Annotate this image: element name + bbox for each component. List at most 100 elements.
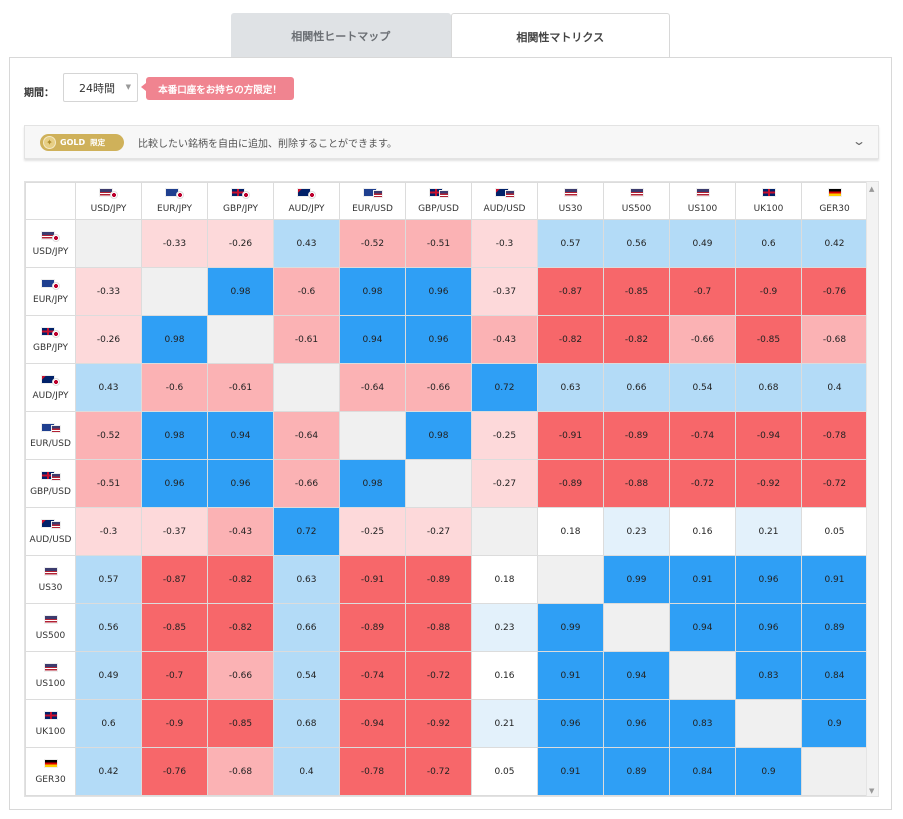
correlation-cell: 0.18 xyxy=(537,507,604,556)
column-header-row: USD/JPY EUR/JPY GBP/JPY AUD/JPY EUR/USD GBP/U… xyxy=(25,182,868,220)
diagonal-cell xyxy=(537,555,604,604)
correlation-cell: 0.63 xyxy=(273,555,340,604)
correlation-cell: -0.88 xyxy=(603,459,670,508)
correlation-cell: 0.91 xyxy=(801,555,868,604)
correlation-cell: -0.91 xyxy=(537,411,604,460)
column-header-label: GBP/USD xyxy=(418,204,459,214)
correlation-cell: -0.7 xyxy=(669,267,736,316)
row-header-label: EUR/JPY xyxy=(33,294,68,305)
column-header-label: AUD/JPY xyxy=(288,204,325,214)
table-row: USD/JPY -0.33 -0.26 0.43 -0.52 -0.51 -0.3 0.57 0… xyxy=(25,219,868,268)
correlation-cell: 0.49 xyxy=(669,219,736,268)
scroll-up-icon[interactable]: ▲ xyxy=(869,185,875,193)
correlation-cell: -0.89 xyxy=(339,603,406,652)
eu-jp-flag-icon xyxy=(40,278,61,290)
de-index-flag-icon xyxy=(825,188,845,199)
correlation-cell: -0.76 xyxy=(801,267,868,316)
live-account-promo-button[interactable]: 本番口座をお持ちの方限定！ xyxy=(146,77,294,100)
row-header-label: AUD/USD xyxy=(29,534,72,545)
us-index-flag-icon xyxy=(41,566,61,578)
period-select[interactable]: 24時間 ▼ xyxy=(63,73,138,102)
correlation-cell: 0.21 xyxy=(735,507,802,556)
scroll-down-icon[interactable]: ▼ xyxy=(869,787,875,795)
vertical-scrollbar[interactable]: ▲ ▼ xyxy=(866,182,878,796)
correlation-cell: -0.85 xyxy=(603,267,670,316)
correlation-cell: -0.91 xyxy=(339,555,406,604)
correlation-cell: 0.91 xyxy=(537,651,604,700)
chevron-down-icon[interactable]: ⌄ xyxy=(851,134,867,148)
diagonal-cell xyxy=(471,507,538,556)
correlation-cell: 0.98 xyxy=(141,411,208,460)
row-header-ger30: GER30 xyxy=(25,747,76,796)
correlation-cell: 0.9 xyxy=(801,699,868,748)
correlation-cell: -0.52 xyxy=(75,411,142,460)
correlation-cell: 0.84 xyxy=(669,747,736,796)
tab-correlation-matrix[interactable]: 相関性マトリクス xyxy=(450,13,670,59)
tab-correlation-heatmap[interactable]: 相関性ヒートマップ xyxy=(231,13,451,58)
correlation-cell: -0.3 xyxy=(471,219,538,268)
eu-us-flag-icon xyxy=(362,188,383,199)
correlation-cell: -0.66 xyxy=(669,315,736,364)
correlation-cell: -0.92 xyxy=(405,699,472,748)
correlation-cell: -0.72 xyxy=(405,747,472,796)
correlation-cell: 0.16 xyxy=(471,651,538,700)
column-header-label: UK100 xyxy=(753,204,784,214)
gold-feature-accordion[interactable]: ✦ GOLD 限定 比較したい銘柄を自由に追加、削除することができます。 ⌄ xyxy=(24,125,879,159)
table-row: EUR/JPY -0.33 0.98 -0.6 0.98 0.96 -0.37 -0.87 -0… xyxy=(25,267,868,316)
au-jp-flag-icon xyxy=(296,188,317,199)
column-header-uk100: UK100 xyxy=(735,182,802,220)
table-row: US500 0.56 -0.85 -0.82 0.66 -0.89 -0.88 0.23 0.9… xyxy=(25,603,868,652)
eu-us-flag-icon xyxy=(40,422,61,434)
tab-bar: 相関性ヒートマップ 相関性マトリクス xyxy=(231,13,670,59)
correlation-cell: 0.96 xyxy=(207,459,274,508)
column-header-label: USD/JPY xyxy=(90,204,127,214)
correlation-cell: 0.6 xyxy=(75,699,142,748)
correlation-cell: 0.42 xyxy=(801,219,868,268)
au-jp-flag-icon xyxy=(40,374,61,386)
gb-jp-flag-icon xyxy=(40,326,61,338)
chevron-down-icon: ▼ xyxy=(125,83,131,91)
correlation-cell: -0.3 xyxy=(75,507,142,556)
correlation-cell: 0.91 xyxy=(537,747,604,796)
correlation-cell: 0.57 xyxy=(75,555,142,604)
correlation-cell: -0.51 xyxy=(75,459,142,508)
row-header-us100: US100 xyxy=(25,651,76,700)
correlation-cell: 0.84 xyxy=(801,651,868,700)
promo-arrow-icon xyxy=(141,83,146,91)
row-header-audusd: AUD/USD xyxy=(25,507,76,556)
us-index-flag-icon xyxy=(693,188,713,199)
correlation-cell: -0.43 xyxy=(207,507,274,556)
column-header-gbpusd: GBP/USD xyxy=(405,182,472,220)
correlation-cell: -0.26 xyxy=(207,219,274,268)
correlation-cell: 0.68 xyxy=(735,363,802,412)
correlation-cell: -0.52 xyxy=(339,219,406,268)
correlation-cell: -0.89 xyxy=(603,411,670,460)
column-header-us30: US30 xyxy=(537,182,604,220)
row-header-uk100: UK100 xyxy=(25,699,76,748)
diagonal-cell xyxy=(207,315,274,364)
diagonal-cell xyxy=(75,219,142,268)
table-row: UK100 0.6 -0.9 -0.85 0.68 -0.94 -0.92 0.21 0.96 0… xyxy=(25,699,868,748)
row-header-audjpy: AUD/JPY xyxy=(25,363,76,412)
row-header-label: UK100 xyxy=(35,726,66,737)
correlation-cell: 0.43 xyxy=(273,219,340,268)
correlation-cell: -0.89 xyxy=(537,459,604,508)
gold-limited-label: 限定 xyxy=(90,137,106,147)
row-header-gbpjpy: GBP/JPY xyxy=(25,315,76,364)
correlation-cell: -0.26 xyxy=(75,315,142,364)
us-index-flag-icon xyxy=(41,614,61,626)
correlation-matrix: USD/JPY EUR/JPY GBP/JPY AUD/JPY EUR/USD GBP/U… xyxy=(24,181,879,797)
gb-index-flag-icon xyxy=(759,188,779,199)
correlation-cell: -0.64 xyxy=(273,411,340,460)
column-header-eurusd: EUR/USD xyxy=(339,182,406,220)
correlation-cell: -0.51 xyxy=(405,219,472,268)
correlation-cell: 0.83 xyxy=(669,699,736,748)
au-us-flag-icon xyxy=(494,188,515,199)
column-header-label: EUR/JPY xyxy=(157,204,192,214)
diagonal-cell xyxy=(801,747,868,796)
correlation-cell: -0.74 xyxy=(339,651,406,700)
correlation-cell: -0.76 xyxy=(141,747,208,796)
diagonal-cell xyxy=(603,603,670,652)
us-index-flag-icon xyxy=(627,188,647,199)
us-jp-flag-icon xyxy=(98,188,119,199)
